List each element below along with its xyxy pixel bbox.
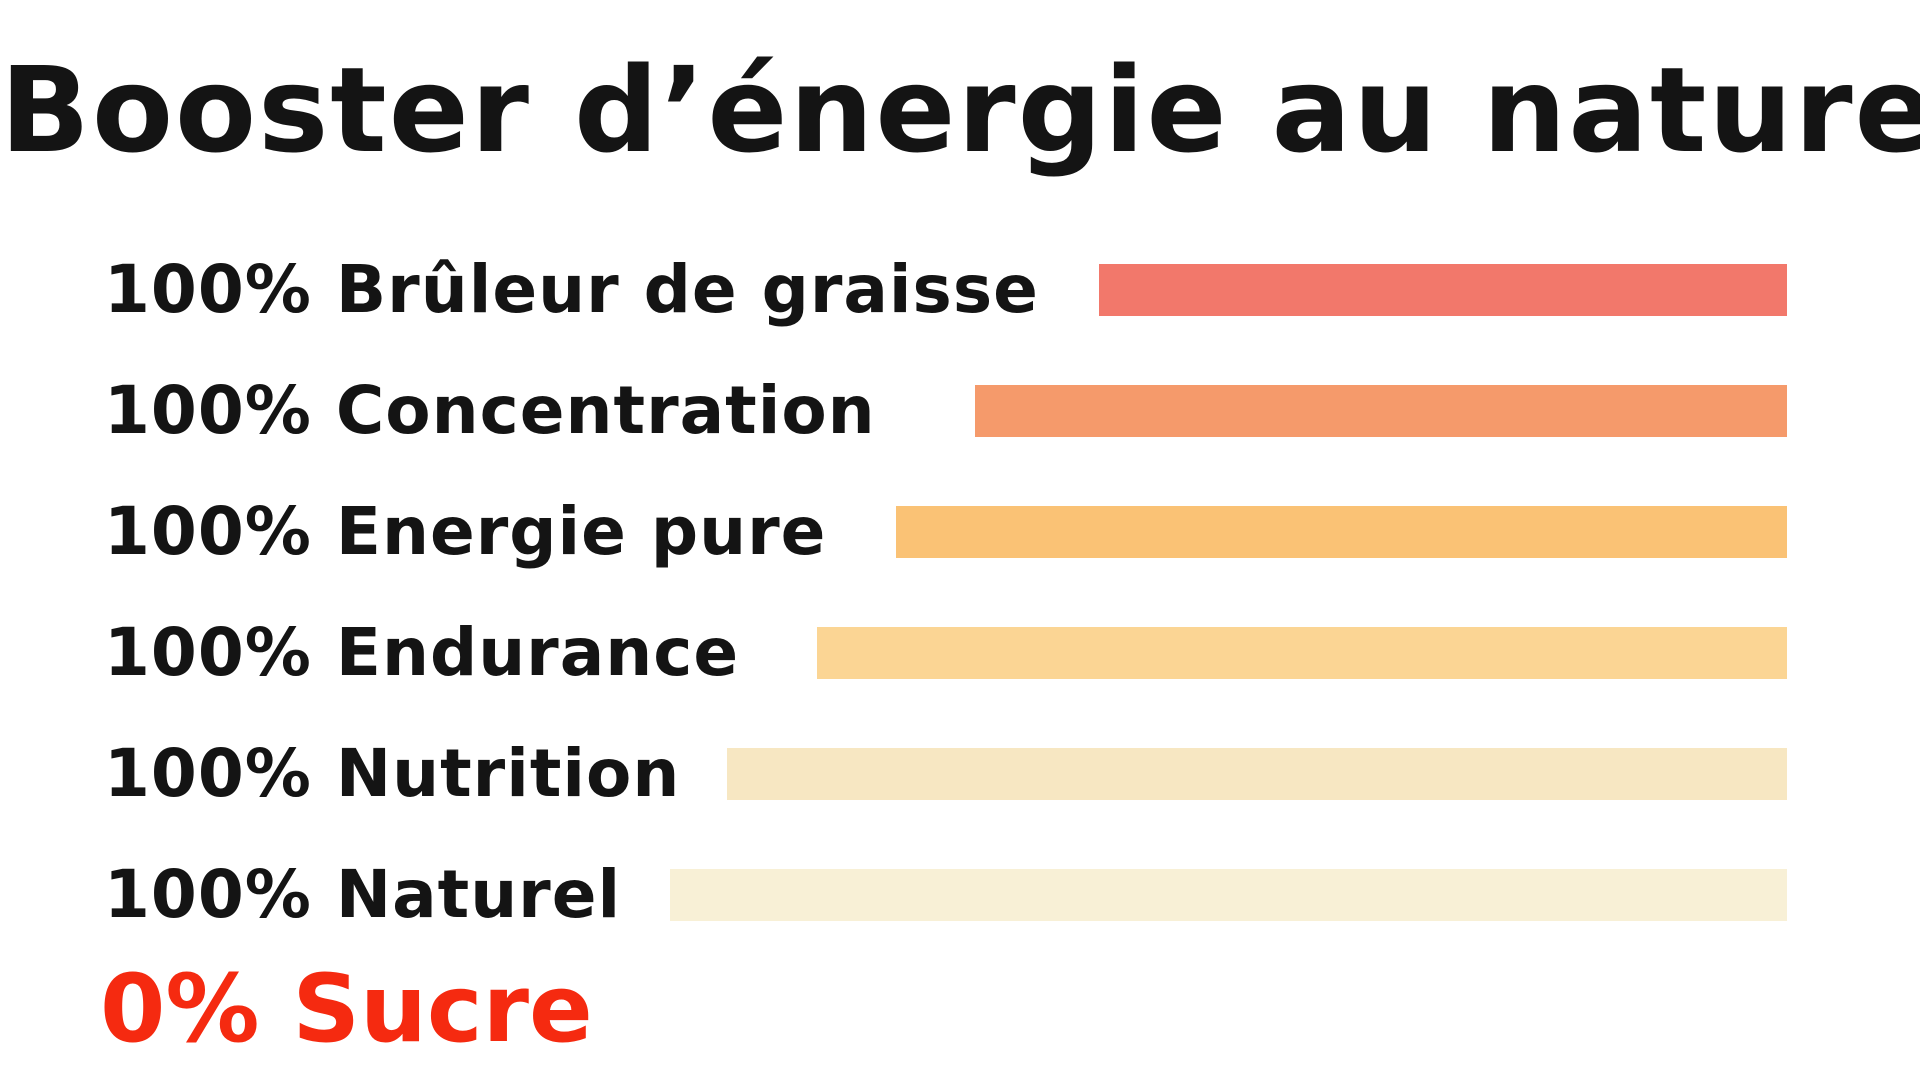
feature-label: 100% Brûleur de graisse (104, 251, 1039, 328)
feature-bar (975, 385, 1787, 437)
feature-row-endurance: 100% Endurance (0, 613, 1920, 693)
feature-bar (1099, 264, 1787, 316)
feature-label: 100% Endurance (104, 614, 740, 691)
feature-row-nutrition: 100% Nutrition (0, 734, 1920, 814)
page-title: Booster d’énergie au naturel (0, 41, 1920, 179)
feature-bar (896, 506, 1787, 558)
feature-label: 100% Energie pure (104, 493, 827, 570)
feature-label: 100% Concentration (104, 372, 876, 449)
feature-bar (670, 869, 1787, 921)
feature-label: 100% Naturel (104, 856, 622, 933)
feature-row-fat-burner: 100% Brûleur de graisse (0, 250, 1920, 330)
feature-row-concentration: 100% Concentration (0, 371, 1920, 451)
feature-bar (817, 627, 1787, 679)
sugar-free-label: 0% Sucre (100, 955, 593, 1064)
feature-label: 100% Nutrition (104, 735, 681, 812)
feature-row-pure-energy: 100% Energie pure (0, 492, 1920, 572)
feature-bar (727, 748, 1787, 800)
feature-row-natural: 100% Naturel (0, 855, 1920, 935)
